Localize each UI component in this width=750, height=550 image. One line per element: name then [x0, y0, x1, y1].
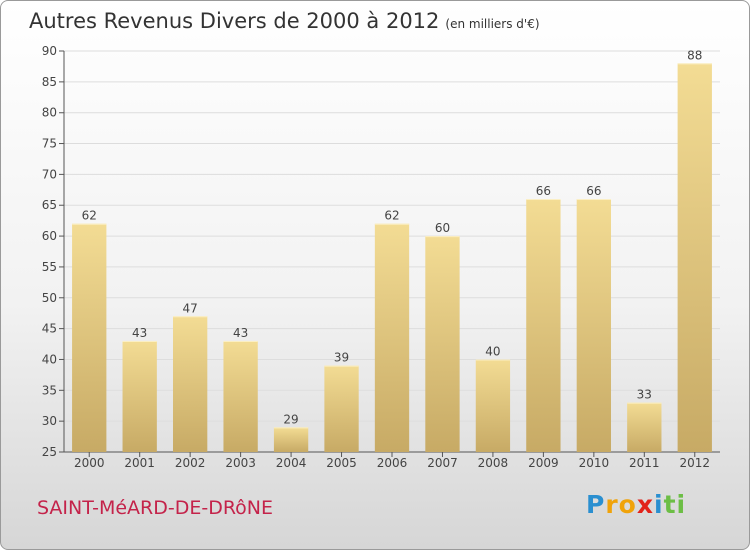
logo-letter: r [605, 490, 619, 519]
y-tick-label: 70 [42, 167, 57, 181]
data-label: 62 [384, 209, 399, 223]
logo-letter: o [618, 490, 637, 519]
data-label: 62 [82, 209, 97, 223]
bar [122, 340, 157, 452]
x-tick-label: 2010 [579, 456, 610, 470]
bar [475, 359, 511, 452]
x-tick-label: 2009 [528, 456, 559, 470]
data-label: 39 [334, 351, 349, 365]
y-tick-label: 85 [42, 75, 57, 89]
y-tick-label: 30 [42, 414, 57, 428]
bar [677, 63, 712, 452]
bar [72, 223, 107, 452]
bar [374, 223, 410, 452]
bar [273, 427, 309, 452]
y-tick-label: 50 [42, 291, 57, 305]
x-tick-label: 2004 [276, 456, 307, 470]
x-tick-label: 2012 [679, 456, 710, 470]
bar [324, 365, 359, 452]
bar [425, 236, 460, 452]
x-tick-label: 2006 [377, 456, 408, 470]
y-tick-label: 55 [42, 260, 57, 274]
x-tick-label: 2003 [225, 456, 256, 470]
x-tick-label: 2007 [427, 456, 458, 470]
x-tick-label: 2000 [74, 456, 105, 470]
bar [172, 316, 208, 452]
bar [223, 340, 258, 452]
chart-title: Autres Revenus Divers de 2000 à 2012 (en … [29, 9, 540, 33]
y-tick-label: 60 [42, 229, 57, 243]
data-label: 47 [183, 301, 198, 315]
chart-subtitle: (en milliers d'€) [445, 17, 540, 31]
logo-letter: x [636, 490, 654, 519]
logo-letter: i [676, 490, 687, 519]
chart-title-text: Autres Revenus Divers de 2000 à 2012 [29, 9, 440, 33]
proxiti-logo[interactable]: Proxiti [586, 490, 686, 519]
data-label: 60 [435, 221, 450, 235]
y-tick-label: 80 [42, 106, 57, 120]
commune-name: SAINT-MéARD-DE-DRôNE [37, 497, 274, 519]
data-label: 66 [586, 184, 601, 198]
data-label: 43 [233, 326, 248, 340]
x-tick-label: 2011 [629, 456, 660, 470]
y-tick-label: 35 [42, 383, 57, 397]
data-label: 33 [637, 388, 652, 402]
y-tick-label: 40 [42, 352, 57, 366]
y-tick-label: 45 [42, 322, 57, 336]
data-label: 29 [283, 412, 298, 426]
bar [576, 199, 612, 452]
y-tick-label: 90 [42, 44, 57, 58]
y-tick-label: 65 [42, 198, 57, 212]
y-tick-label: 75 [42, 137, 57, 151]
data-label: 88 [687, 48, 702, 62]
logo-letter: t [663, 490, 677, 519]
logo-letter: i [654, 490, 664, 519]
data-label: 43 [132, 326, 147, 340]
x-tick-label: 2002 [175, 456, 206, 470]
data-label: 40 [485, 344, 500, 358]
logo-letter: P [586, 490, 606, 519]
y-tick-label: 25 [42, 445, 57, 459]
bar [627, 402, 662, 452]
bar [526, 199, 561, 452]
x-tick-label: 2001 [124, 456, 155, 470]
x-tick-label: 2005 [326, 456, 357, 470]
x-tick-label: 2008 [478, 456, 509, 470]
data-label: 66 [536, 184, 551, 198]
